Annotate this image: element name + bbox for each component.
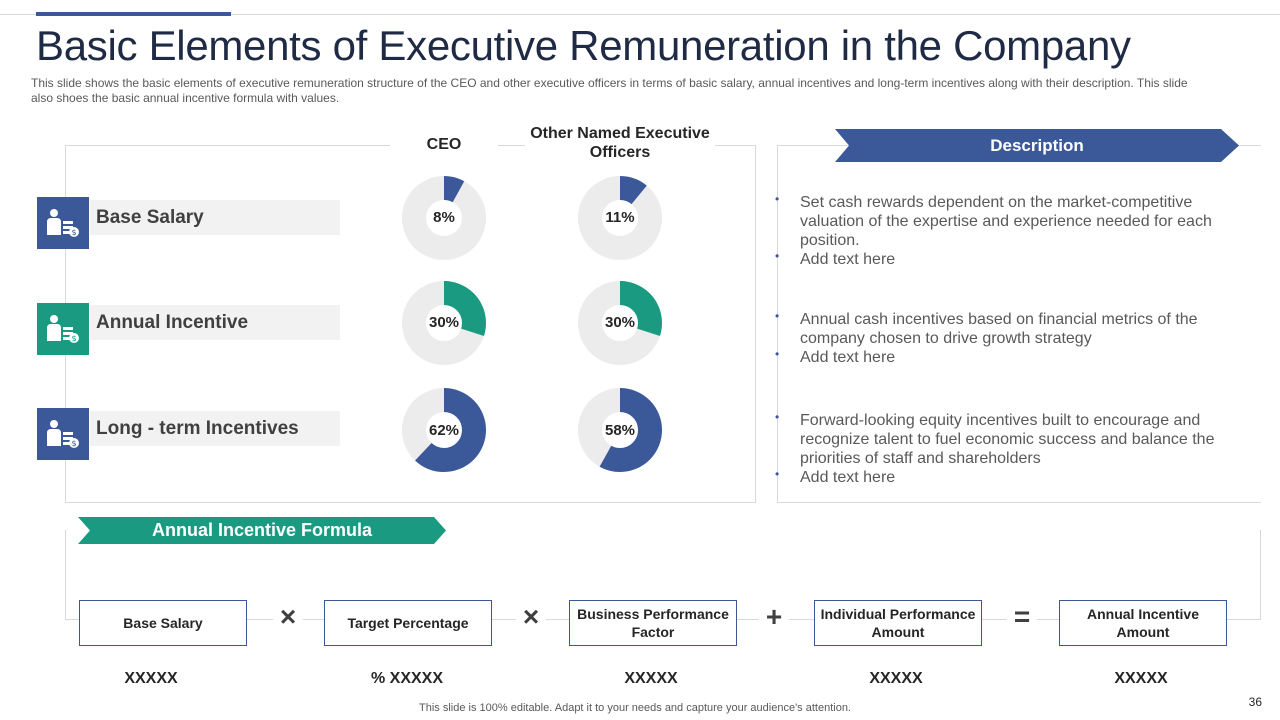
- top-accent-bar: [36, 12, 231, 16]
- donut-arc: [402, 176, 486, 260]
- footer-note: This slide is 100% editable. Adapt it to…: [419, 702, 851, 714]
- multiply-operator: ×: [516, 602, 546, 632]
- description-bullet: Add text here: [775, 465, 1235, 487]
- executive-money-icon: $: [37, 408, 89, 460]
- executive-money-icon: $: [37, 197, 89, 249]
- donut-label-ceo-long-term-incentives: 62%: [428, 422, 460, 439]
- equals-operator: =: [1007, 602, 1037, 632]
- row-label-base-salary: Base Salary: [90, 200, 340, 235]
- donut-arc: [402, 281, 486, 365]
- donut-ceo-base-salary: [402, 176, 486, 260]
- page-subtitle: This slide shows the basic elements of e…: [31, 76, 1188, 105]
- formula-value: % XXXXX: [370, 670, 444, 687]
- formula-term-individual-performance-amount: Individual Performance Amount: [814, 600, 982, 646]
- donut-arc: [578, 176, 662, 260]
- donut-label-other-long-term-incentives: 58%: [604, 422, 636, 439]
- formula-panel: [65, 530, 1261, 620]
- donut-other-long-term-incentives: [578, 388, 662, 472]
- donut-ceo-long-term-incentives: [402, 388, 486, 472]
- formula-title: Annual Incentive Formula: [151, 520, 373, 540]
- description-bullet: Annual cash incentives based on financia…: [775, 307, 1235, 348]
- donut-arc: [402, 388, 486, 472]
- formula-value: XXXXX: [1114, 670, 1168, 687]
- formula-term-base-salary: Base Salary: [79, 600, 247, 646]
- plus-operator: +: [759, 602, 789, 632]
- formula-value: XXXXX: [124, 670, 178, 687]
- formula-term-annual-incentive-amount: Annual Incentive Amount: [1059, 600, 1227, 646]
- donut-arc: [578, 281, 662, 365]
- donut-label-ceo-annual-incentive: 30%: [428, 314, 460, 331]
- description-title: Description: [990, 136, 1084, 155]
- executive-money-icon: $: [37, 303, 89, 355]
- donut-arc: [578, 388, 662, 472]
- column-head-ceo: CEO: [390, 135, 498, 154]
- donut-label-other-annual-incentive: 30%: [604, 314, 636, 331]
- formula-term-business-performance-factor: Business Performance Factor: [569, 600, 737, 646]
- donut-label-other-base-salary: 11%: [605, 209, 635, 226]
- donut-other-annual-incentive: [578, 281, 662, 365]
- description-bullet: Add text here: [775, 345, 1235, 367]
- description-bullet: Add text here: [775, 247, 1235, 269]
- formula-value: XXXXX: [869, 670, 923, 687]
- page-title: Basic Elements of Executive Remuneration…: [36, 22, 1131, 69]
- row-label-long-term-incentives: Long - term Incentives: [90, 411, 340, 446]
- donut-label-ceo-base-salary: 8%: [433, 209, 455, 226]
- multiply-operator: ×: [273, 602, 303, 632]
- row-label-annual-incentive: Annual Incentive: [90, 305, 340, 340]
- formula-value: XXXXX: [624, 670, 678, 687]
- svg-text:$: $: [71, 228, 76, 237]
- top-divider: [0, 14, 1280, 15]
- donut-other-base-salary: [578, 176, 662, 260]
- description-bullet: Set cash rewards dependent on the market…: [775, 190, 1235, 250]
- formula-banner: [78, 517, 446, 544]
- description-bullet: Forward-looking equity incentives built …: [775, 408, 1235, 468]
- svg-text:$: $: [71, 334, 76, 343]
- page-number: 36: [1248, 695, 1262, 709]
- column-head-other-officers: Other Named Executive Officers: [525, 123, 715, 163]
- donut-ceo-annual-incentive: [402, 281, 486, 365]
- svg-text:$: $: [71, 439, 76, 448]
- description-banner: [835, 129, 1239, 162]
- formula-term-target-percentage: Target Percentage: [324, 600, 492, 646]
